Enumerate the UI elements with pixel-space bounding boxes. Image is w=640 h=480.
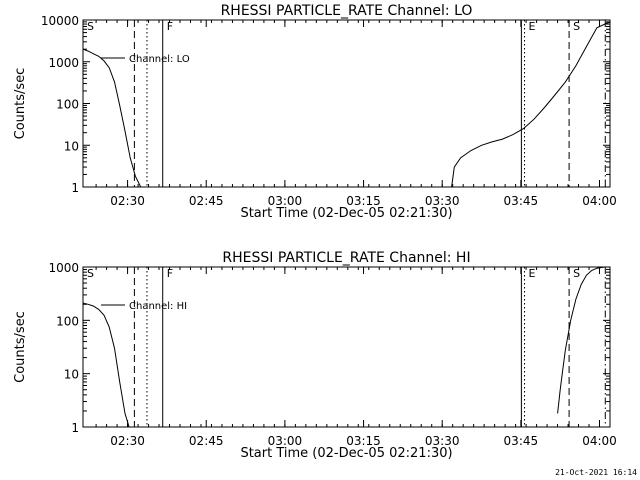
x-tick-label: 03:00 bbox=[268, 434, 303, 448]
x-axis-label: Start Time (02-Dec-05 02:21:30) bbox=[240, 206, 452, 221]
chart-title: RHESSI PARTICLE_RATE Channel: HI bbox=[222, 250, 470, 266]
chart-title: RHESSI PARTICLE_RATE Channel: LO bbox=[221, 3, 473, 19]
x-tick-label: 03:45 bbox=[504, 194, 539, 208]
time-marker-label: S bbox=[573, 267, 580, 280]
plot-timestamp: 21-Oct-2021 16:14 bbox=[555, 468, 637, 477]
y-tick-label: 100 bbox=[56, 314, 79, 328]
y-tick-label: 10 bbox=[64, 368, 79, 382]
x-tick-label: 03:45 bbox=[504, 434, 539, 448]
y-tick-label: 1000 bbox=[48, 56, 79, 70]
legend-label: Channel: LO bbox=[129, 54, 190, 65]
x-tick-label: 03:00 bbox=[268, 194, 303, 208]
time-marker-label: F bbox=[167, 267, 173, 280]
series-line bbox=[82, 48, 142, 188]
x-tick-label: 03:15 bbox=[346, 434, 381, 448]
x-tick-label: 04:00 bbox=[582, 194, 617, 208]
plot-frame bbox=[82, 19, 611, 188]
x-tick-label: 02:45 bbox=[189, 434, 224, 448]
y-tick-label: 1000 bbox=[48, 261, 79, 275]
x-tick-label: 03:30 bbox=[425, 434, 460, 448]
y-tick-label: 10000 bbox=[41, 14, 79, 28]
time-marker-label: S bbox=[87, 267, 94, 280]
series-line bbox=[557, 266, 605, 414]
x-axis-label: Start Time (02-Dec-05 02:21:30) bbox=[240, 446, 452, 461]
time-marker-label: F bbox=[167, 20, 173, 33]
time-marker-label: E bbox=[529, 267, 536, 280]
time-marker-label: E bbox=[529, 20, 536, 33]
plot-frame bbox=[82, 266, 611, 428]
x-tick-label: 03:15 bbox=[346, 194, 381, 208]
panel-hi: RHESSI PARTICLE_RATE Channel: HI 02:30 02:… bbox=[13, 250, 617, 461]
series-line bbox=[82, 302, 130, 428]
x-tick-label: 02:30 bbox=[110, 194, 145, 208]
time-marker-label: S bbox=[573, 20, 580, 33]
x-tick-label: 02:30 bbox=[110, 434, 145, 448]
y-axis-label: Counts/sec bbox=[13, 68, 28, 140]
x-tick-label: 03:30 bbox=[425, 194, 460, 208]
y-tick-label: 1 bbox=[71, 181, 79, 195]
panel-lo: RHESSI PARTICLE_RATE Channel: LO 02:30 02:… bbox=[13, 3, 617, 221]
y-tick-label: 100 bbox=[56, 98, 79, 112]
time-marker-label: S bbox=[87, 20, 94, 33]
y-tick-label: 10 bbox=[64, 139, 79, 153]
series-line bbox=[451, 21, 611, 188]
y-axis-label: Counts/sec bbox=[13, 311, 28, 383]
x-tick-label: 02:45 bbox=[189, 194, 224, 208]
legend-label: Channel: HI bbox=[129, 301, 187, 312]
x-tick-label: 04:00 bbox=[582, 434, 617, 448]
y-tick-label: 1 bbox=[71, 421, 79, 435]
